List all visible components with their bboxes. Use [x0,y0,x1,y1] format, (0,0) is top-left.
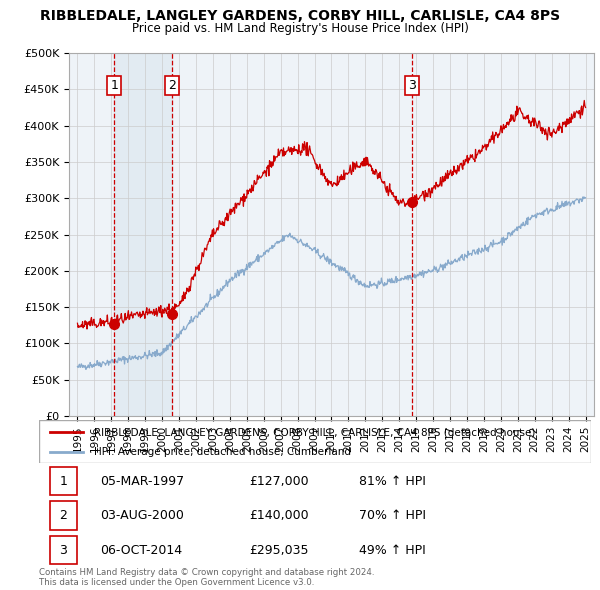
Text: £140,000: £140,000 [249,509,308,522]
Bar [115,53,172,416]
Text: 70% ↑ HPI: 70% ↑ HPI [359,509,426,522]
Text: 3: 3 [408,79,416,92]
Text: Price paid vs. HM Land Registry's House Price Index (HPI): Price paid vs. HM Land Registry's House … [131,22,469,35]
Bar [50,536,77,565]
Bar [50,502,77,530]
Text: RIBBLEDALE, LANGLEY GARDENS, CORBY HILL, CARLISLE, CA4 8PS: RIBBLEDALE, LANGLEY GARDENS, CORBY HILL,… [40,9,560,23]
Text: 1: 1 [110,79,118,92]
Text: 2: 2 [168,79,176,92]
Text: 81% ↑ HPI: 81% ↑ HPI [359,475,426,488]
Text: HPI: Average price, detached house, Cumberland: HPI: Average price, detached house, Cumb… [94,447,351,457]
Text: 03-AUG-2000: 03-AUG-2000 [100,509,184,522]
Text: 05-MAR-1997: 05-MAR-1997 [100,475,184,488]
Bar [50,467,77,496]
Text: 3: 3 [59,543,67,556]
Text: RIBBLEDALE, LANGLEY GARDENS, CORBY HILL, CARLISLE, CA4 8PS (detached house): RIBBLEDALE, LANGLEY GARDENS, CORBY HILL,… [94,427,536,437]
Text: Contains HM Land Registry data © Crown copyright and database right 2024.
This d: Contains HM Land Registry data © Crown c… [39,568,374,587]
Text: 06-OCT-2014: 06-OCT-2014 [100,543,182,556]
Text: £127,000: £127,000 [249,475,308,488]
Text: 2: 2 [59,509,67,522]
Text: £295,035: £295,035 [249,543,308,556]
Text: 49% ↑ HPI: 49% ↑ HPI [359,543,426,556]
Text: 1: 1 [59,475,67,488]
